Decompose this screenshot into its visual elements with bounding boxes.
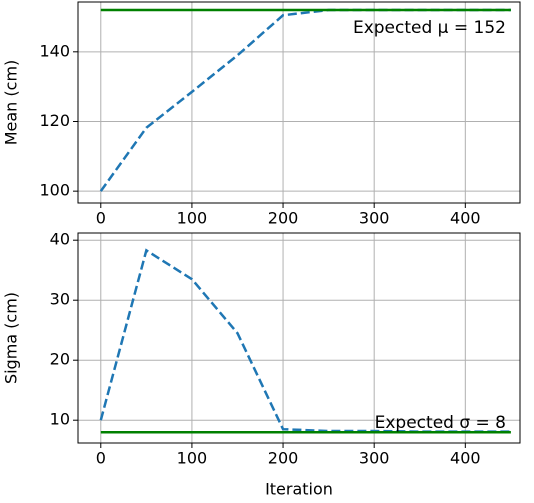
y-tick-label: 40	[50, 230, 70, 249]
x-tick-label: 300	[359, 209, 390, 228]
x-tick-label: 200	[268, 449, 299, 468]
x-tick-label: 400	[450, 449, 481, 468]
x-tick-label: 100	[177, 209, 208, 228]
plot-frame	[77, 232, 521, 444]
x-tick-label: 300	[359, 449, 390, 468]
y-tick-label: 10	[50, 410, 70, 429]
y-tick-label: 120	[39, 111, 70, 130]
x-tick-label: 0	[96, 209, 106, 228]
x-axis-label: Iteration	[265, 480, 333, 499]
y-tick-label: 30	[50, 290, 70, 309]
series-line	[99, 248, 511, 433]
y-axis-label: Mean (cm)	[2, 60, 21, 146]
series-line	[99, 8, 511, 192]
plot-frame	[77, 1, 521, 204]
y-tick-label: 20	[50, 350, 70, 369]
y-axis-label: Sigma (cm)	[2, 292, 21, 384]
annotation: Expected σ = 8	[375, 413, 506, 433]
x-tick-label: 200	[268, 209, 299, 228]
x-tick-label: 100	[177, 449, 208, 468]
x-tick-label: 400	[450, 209, 481, 228]
x-tick-label: 0	[96, 449, 106, 468]
y-tick-label: 100	[39, 181, 70, 200]
y-tick-label: 140	[39, 41, 70, 60]
annotation: Expected μ = 152	[353, 18, 506, 38]
